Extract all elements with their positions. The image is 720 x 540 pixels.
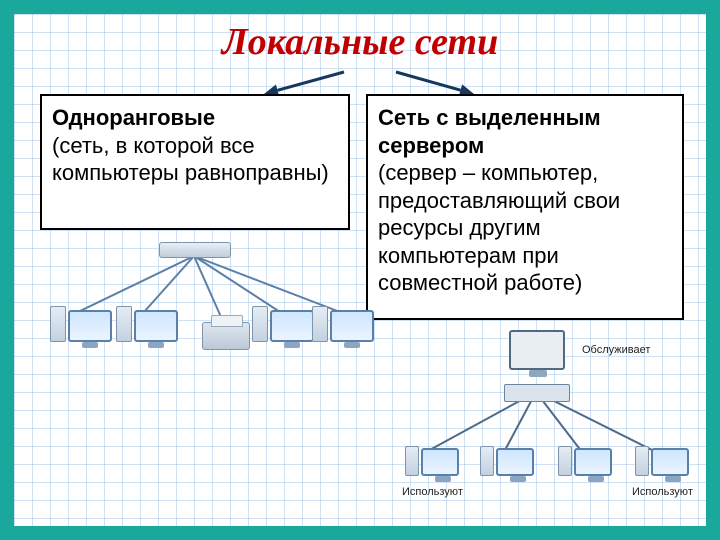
server-client-3: Используют <box>632 446 693 498</box>
peer-client-3 <box>312 306 374 342</box>
peer-box-body: (сеть, в которой все компьютеры равнопра… <box>52 133 329 186</box>
peer-client-2 <box>252 306 314 342</box>
server-client-2 <box>558 446 612 476</box>
printer-icon <box>202 322 250 350</box>
peer-box: Одноранговые (сеть, в которой все компью… <box>40 94 350 230</box>
peer-client-1 <box>116 306 178 342</box>
server-icon <box>504 330 570 402</box>
slide-frame: Локальные сети Одноранговые (сеть, в кот… <box>0 0 720 540</box>
peer-diagram <box>44 236 344 376</box>
server-box-body: (сервер – компьютер, предоставляющий сво… <box>378 160 620 295</box>
server-label: Обслуживает <box>582 344 650 356</box>
peer-client-0 <box>50 306 112 342</box>
hub-icon <box>159 242 231 258</box>
client-label: Используют <box>632 486 693 498</box>
server-diagram: Обслуживает Используют Используют <box>394 326 694 516</box>
server-box-title: Сеть с выделенным сервером <box>378 105 601 158</box>
client-label: Используют <box>402 486 463 498</box>
server-box: Сеть с выделенным сервером (сервер – ком… <box>366 94 684 320</box>
server-client-0: Используют <box>402 446 463 498</box>
peer-box-title: Одноранговые <box>52 105 215 130</box>
server-client-1 <box>480 446 534 476</box>
